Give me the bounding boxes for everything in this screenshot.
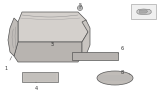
Polygon shape xyxy=(14,42,82,62)
Polygon shape xyxy=(72,52,118,60)
Ellipse shape xyxy=(77,5,83,11)
Polygon shape xyxy=(137,9,151,15)
Polygon shape xyxy=(18,12,88,42)
Bar xyxy=(131,4,156,19)
Text: 1: 1 xyxy=(4,56,12,70)
Text: 5: 5 xyxy=(78,2,82,8)
Polygon shape xyxy=(22,72,58,82)
Polygon shape xyxy=(82,20,90,55)
Text: 6: 6 xyxy=(118,45,124,54)
Text: 8: 8 xyxy=(120,70,130,74)
Text: 3: 3 xyxy=(50,42,54,46)
Ellipse shape xyxy=(97,71,133,85)
Polygon shape xyxy=(139,10,148,13)
Text: 4: 4 xyxy=(34,82,38,90)
Polygon shape xyxy=(8,18,18,56)
